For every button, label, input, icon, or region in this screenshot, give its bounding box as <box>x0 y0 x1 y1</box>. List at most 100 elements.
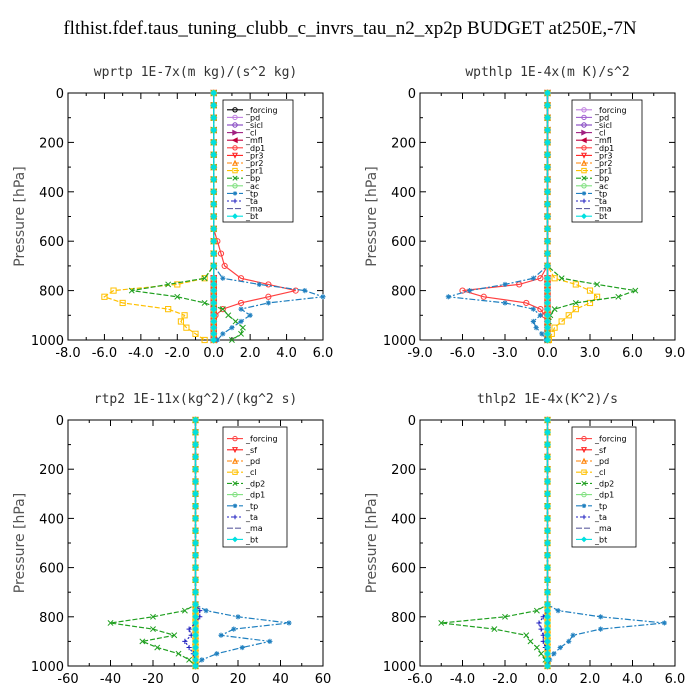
data-point <box>192 638 199 645</box>
legend-marker <box>231 159 239 166</box>
data-point <box>544 139 551 146</box>
data-point <box>544 588 551 596</box>
data-point <box>210 188 218 196</box>
data-point <box>544 441 551 448</box>
legend-label: _ma <box>245 524 263 533</box>
series-dp2 <box>438 417 551 669</box>
legend-label: _mfl <box>594 136 612 145</box>
legend-label: _dp1 <box>594 491 614 500</box>
data-point <box>192 656 199 664</box>
y-axis-label: Pressure [hPa] <box>364 166 380 266</box>
legend-label: _dp1 <box>245 491 265 500</box>
data-point <box>210 102 218 109</box>
data-point <box>165 306 172 313</box>
legend-marker <box>581 183 587 189</box>
data-point <box>210 151 218 159</box>
data-point <box>480 293 487 300</box>
data-point <box>537 275 544 282</box>
data-point <box>565 312 572 319</box>
legend-label: _pr1 <box>594 167 612 176</box>
data-point <box>544 416 551 424</box>
legend-label: _bt <box>594 535 607 544</box>
x-tick-label: 6.0 <box>313 346 334 361</box>
data-point <box>544 225 551 233</box>
legend-marker <box>580 457 588 464</box>
data-point <box>544 262 551 270</box>
legend-marker <box>232 198 238 204</box>
data-point <box>192 527 199 535</box>
data-point <box>150 626 156 633</box>
data-point <box>210 250 218 257</box>
legend-label: _pr2 <box>245 159 263 168</box>
data-point <box>551 275 558 282</box>
x-tick-label: -9.0 <box>407 346 432 361</box>
data-point <box>210 305 218 313</box>
legend-marker <box>232 503 238 508</box>
data-point <box>544 527 551 535</box>
legend-label: _bp <box>594 174 609 183</box>
data-point <box>192 625 199 633</box>
legend-label: _dp2 <box>245 479 265 488</box>
data-point <box>286 620 292 626</box>
data-point <box>139 638 146 645</box>
data-point <box>174 281 181 288</box>
data-point <box>544 151 551 159</box>
data-point <box>210 225 218 233</box>
data-point <box>192 588 199 596</box>
data-point <box>538 650 545 657</box>
data-point <box>572 306 579 313</box>
data-point <box>544 638 551 645</box>
legend-marker <box>231 447 239 454</box>
data-point <box>192 416 199 424</box>
y-tick-label: 0 <box>408 414 416 429</box>
data-point <box>544 502 551 510</box>
data-point <box>539 331 545 337</box>
y-tick-label: 800 <box>391 611 416 626</box>
data-point <box>544 564 551 571</box>
data-point <box>154 644 161 651</box>
data-point <box>466 288 473 294</box>
data-point <box>210 200 218 208</box>
data-point <box>502 613 508 620</box>
data-point <box>192 613 199 621</box>
data-point <box>544 336 551 344</box>
data-point <box>544 631 551 639</box>
x-tick-label: 2.0 <box>580 672 601 687</box>
series-line <box>448 93 549 341</box>
data-point <box>217 250 225 257</box>
data-point <box>598 626 604 632</box>
x-tick-label: 4.0 <box>276 346 297 361</box>
data-point <box>438 619 445 626</box>
legend: _forcing _sf _pd _cl _dp2 _dp1 _tp _ta _ma _bt <box>571 426 637 548</box>
legend-label: _pd <box>594 113 609 122</box>
y-tick-label: 0 <box>56 414 64 429</box>
data-point <box>551 306 558 313</box>
x-tick-label: -4.0 <box>450 672 475 687</box>
legend-label: _cl <box>245 468 257 477</box>
panel-title: thlp2 1E-4x(K^2)/s <box>477 392 618 407</box>
data-point <box>128 287 135 294</box>
data-point <box>192 490 199 498</box>
data-point <box>210 237 218 245</box>
data-point <box>239 644 245 651</box>
data-point <box>544 237 551 245</box>
legend-marker <box>581 491 587 498</box>
x-tick-label: -4.0 <box>128 346 153 361</box>
data-point <box>192 465 199 473</box>
legend-marker <box>581 175 587 181</box>
legend-marker <box>231 137 238 144</box>
legend-marker <box>581 114 587 121</box>
data-point <box>530 306 536 312</box>
legend-marker <box>581 107 587 113</box>
data-point <box>228 337 235 343</box>
legend-marker <box>232 145 238 151</box>
data-point <box>572 281 579 288</box>
x-tick-label: 6.0 <box>665 672 686 687</box>
data-point <box>201 336 208 344</box>
legend-marker <box>232 175 238 181</box>
legend-label: _pr3 <box>245 151 263 160</box>
x-tick-label: -6.0 <box>450 346 475 361</box>
legend-label: _bt <box>245 535 258 544</box>
data-point <box>544 89 551 97</box>
